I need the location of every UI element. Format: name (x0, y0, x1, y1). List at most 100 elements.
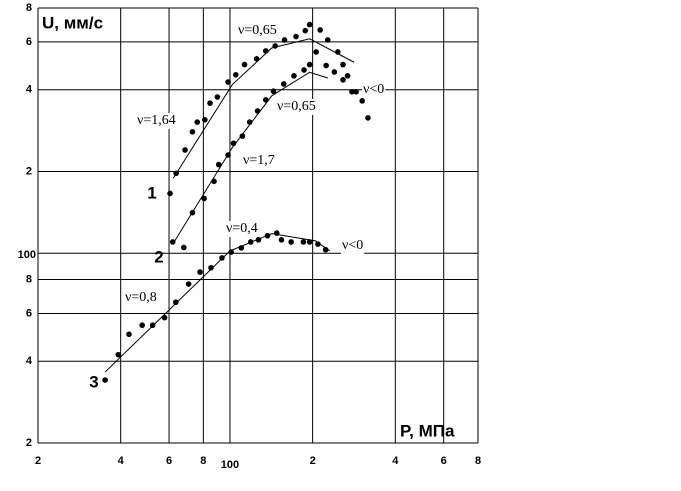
data-point (365, 115, 371, 121)
data-point (280, 81, 287, 87)
annotation-bg (237, 23, 278, 39)
annotation-bg (341, 238, 365, 254)
data-point (180, 244, 187, 251)
annotation: ν=1,7 (243, 153, 275, 168)
data-point (254, 108, 261, 114)
annotation: ν=0,65 (238, 23, 277, 38)
data-point (173, 170, 179, 177)
data-point (340, 77, 346, 83)
y-tick-label: 6 (26, 307, 32, 319)
data-point (202, 116, 208, 123)
y-tick-label: 2 (26, 437, 32, 449)
data-point (306, 239, 313, 245)
annotation: ν=0,4 (226, 221, 258, 236)
data-point (228, 249, 234, 255)
data-point (219, 255, 225, 261)
data-point (324, 37, 331, 43)
series-label: 3 (89, 372, 98, 391)
data-point (139, 322, 145, 329)
data-point (315, 241, 321, 247)
series-label: 1 (147, 183, 156, 202)
data-point (270, 88, 277, 95)
data-point (255, 237, 262, 243)
annotation: ν=0,8 (125, 290, 157, 305)
data-point (281, 37, 288, 43)
data-point (306, 21, 313, 28)
data-point (359, 98, 365, 104)
data-point (246, 119, 253, 125)
data-point (349, 89, 355, 95)
fit-line (172, 38, 355, 179)
y-tick-label: 4 (26, 84, 33, 96)
y-tick-label: 6 (26, 36, 32, 48)
x-axis-label: P, МПа (400, 421, 455, 440)
data-point (225, 79, 231, 85)
data-point (344, 73, 351, 79)
x-tick-label: 6 (441, 455, 447, 467)
data-point (239, 133, 246, 139)
annotation-bg (225, 221, 259, 237)
y-tick-label: 8 (26, 273, 32, 285)
data-point (185, 281, 192, 287)
annotation-bg (124, 290, 158, 306)
y-tick-label: 2 (26, 165, 32, 177)
data-point (194, 119, 201, 125)
y-tick-label: 100 (18, 249, 36, 261)
data-point (301, 67, 307, 73)
annotation: ν=1,64 (137, 113, 176, 128)
data-point (230, 140, 237, 147)
annotation: ν<0 (342, 238, 363, 253)
annotation-bg (276, 99, 317, 115)
data-point (300, 239, 307, 245)
x-tick-label: 8 (475, 455, 481, 467)
y-tick-label: 8 (26, 2, 32, 14)
data-point (340, 61, 346, 68)
data-point (167, 190, 173, 197)
annotation-bg (362, 82, 386, 98)
data-point (207, 100, 213, 106)
data-point (197, 269, 203, 275)
x-tick-label: 8 (200, 455, 206, 467)
annotation-bg (136, 113, 177, 129)
x-tick-label: 100 (221, 459, 239, 471)
data-point (291, 73, 297, 79)
data-point (232, 72, 239, 78)
data-point (149, 322, 156, 329)
data-point (173, 299, 179, 306)
data-point (214, 94, 221, 100)
data-point (323, 62, 329, 69)
annotation: ν=0,65 (277, 99, 316, 114)
data-point (262, 48, 269, 54)
data-point (182, 147, 188, 153)
data-point (317, 27, 323, 33)
data-point (247, 239, 254, 245)
data-point (288, 239, 294, 245)
data-point (322, 246, 329, 253)
data-point (189, 209, 196, 216)
data-point (241, 61, 248, 68)
data-point (215, 161, 222, 168)
x-tick-label: 2 (310, 455, 316, 467)
data-point (302, 27, 309, 34)
data-point (253, 55, 260, 62)
data-point (272, 43, 278, 49)
data-point (225, 152, 231, 158)
data-point (126, 331, 132, 338)
annotation-bg (242, 153, 276, 169)
data-point (313, 49, 319, 55)
data-point (189, 128, 196, 135)
data-point (353, 89, 359, 95)
data-point (273, 230, 280, 236)
data-point (211, 178, 217, 185)
x-tick-label: 2 (35, 455, 41, 467)
x-tick-label: 4 (118, 455, 125, 467)
data-point (102, 377, 108, 383)
data-point (201, 195, 207, 202)
data-point (161, 314, 168, 321)
data-point (262, 97, 269, 103)
data-point (335, 49, 341, 55)
data-point (264, 232, 271, 239)
data-point (306, 61, 313, 68)
